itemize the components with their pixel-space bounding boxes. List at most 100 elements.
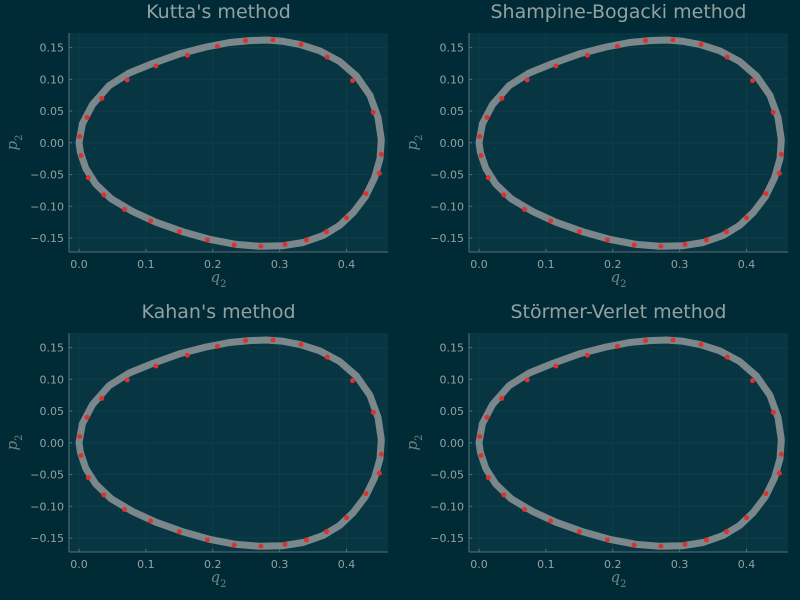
- y-tick-label: −0.10: [430, 200, 464, 213]
- orbit-marker: [378, 451, 384, 457]
- orbit-marker: [724, 354, 730, 360]
- orbit-marker: [231, 542, 237, 548]
- orbit-marker: [323, 229, 329, 235]
- orbit-marker: [184, 352, 190, 358]
- y-axis-label: p2: [3, 135, 25, 151]
- orbit-marker: [763, 491, 769, 497]
- x-axis-label-subscript: 2: [220, 279, 226, 290]
- orbit-marker: [548, 218, 554, 224]
- orbit-marker: [176, 529, 182, 535]
- y-tick-label: 0.00: [40, 137, 65, 150]
- chart-panel-1: 0.0 0.1 0.2 0.3 0.4 −0.15 −0.10 −0.05 0.00 0.05 0.…: [3, 1, 388, 290]
- orbit-marker: [643, 38, 649, 44]
- y-tick-label: 0.00: [40, 437, 65, 450]
- orbit-marker: [477, 433, 483, 439]
- orbit-marker: [670, 37, 676, 43]
- orbit-marker: [101, 192, 107, 198]
- orbit-marker: [344, 215, 350, 221]
- orbit-marker: [77, 433, 83, 439]
- orbit-marker: [350, 378, 356, 384]
- orbit-marker: [778, 451, 784, 457]
- orbit-marker: [658, 543, 664, 549]
- orbit-marker: [153, 63, 159, 69]
- orbit-marker: [584, 352, 590, 358]
- y-tick-label: 0.10: [440, 73, 465, 86]
- orbit-marker: [258, 543, 264, 549]
- orbit-marker: [85, 175, 91, 181]
- orbit-marker: [522, 506, 528, 512]
- orbit-marker: [324, 54, 330, 60]
- x-axis-label: q2: [611, 268, 627, 290]
- y-tick-label: 0.00: [440, 137, 465, 150]
- orbit-line: [475, 336, 785, 550]
- y-axis-label: p2: [3, 435, 25, 451]
- orbit-marker: [548, 518, 554, 524]
- orbit-marker: [604, 237, 610, 243]
- orbit-marker: [324, 354, 330, 360]
- orbit-marker: [85, 475, 91, 481]
- y-tick-label: 0.15: [440, 42, 465, 55]
- orbit-marker: [724, 54, 730, 60]
- y-tick-label: 0.10: [40, 73, 65, 86]
- orbit-marker: [258, 243, 264, 249]
- y-tick-label: −0.05: [430, 469, 464, 482]
- orbit-marker: [148, 218, 154, 224]
- orbit-marker: [78, 453, 84, 459]
- x-tick-label: 0.4: [338, 558, 356, 571]
- orbit-marker: [763, 191, 769, 197]
- orbit-marker: [243, 338, 249, 344]
- orbit-marker: [122, 206, 128, 212]
- orbit-marker: [485, 475, 491, 481]
- orbit-marker: [698, 341, 704, 347]
- orbit-marker: [604, 537, 610, 543]
- x-tick-label: 0.3: [271, 258, 289, 271]
- orbit-marker: [631, 242, 637, 248]
- orbit-marker: [703, 237, 709, 243]
- orbit-marker: [614, 343, 620, 349]
- orbit-marker: [698, 41, 704, 47]
- x-tick-label: 0.1: [537, 558, 555, 571]
- x-tick-label: 0.3: [671, 558, 689, 571]
- orbit-marker: [148, 518, 154, 524]
- x-tick-label: 0.1: [137, 258, 155, 271]
- y-axis-label: p2: [403, 135, 425, 151]
- orbit-marker: [350, 78, 356, 84]
- y-tick-label: 0.05: [40, 105, 65, 118]
- orbit-marker: [643, 338, 649, 344]
- orbit-marker: [214, 343, 220, 349]
- orbit-marker: [776, 470, 782, 476]
- orbit-marker: [750, 378, 756, 384]
- x-tick-label: 0.1: [137, 558, 155, 571]
- x-tick-label: 0.1: [537, 258, 555, 271]
- orbit-marker: [553, 363, 559, 369]
- y-tick-label: 0.05: [440, 105, 465, 118]
- orbit-line: [75, 336, 385, 550]
- x-axis-label: q2: [211, 268, 227, 290]
- orbit-marker: [501, 192, 507, 198]
- orbit-marker: [770, 409, 776, 415]
- y-tick-label: 0.10: [440, 373, 465, 386]
- x-axis-label-subscript: 2: [620, 579, 626, 590]
- orbit-marker: [501, 492, 507, 498]
- y-tick-label: 0.15: [440, 342, 465, 355]
- y-tick-label: 0.10: [40, 373, 65, 386]
- orbit-marker: [576, 529, 582, 535]
- orbit-marker: [122, 506, 128, 512]
- x-tick-label: 0.4: [738, 558, 756, 571]
- orbit-marker: [363, 491, 369, 497]
- orbit-marker: [485, 175, 491, 181]
- x-axis-label-subscript: 2: [620, 279, 626, 290]
- y-tick-label: 0.00: [440, 437, 465, 450]
- orbit-marker: [77, 133, 83, 139]
- chart-title: Kutta's method: [146, 1, 291, 23]
- orbit-marker: [614, 43, 620, 49]
- orbit-marker: [778, 151, 784, 157]
- orbit-marker: [484, 414, 490, 420]
- x-tick-label: 0.0: [70, 258, 88, 271]
- orbit-line: [75, 36, 385, 250]
- orbit-marker: [214, 43, 220, 49]
- orbit-marker: [370, 109, 376, 115]
- y-axis-label-subscript: 2: [414, 135, 425, 141]
- orbit-marker: [124, 77, 130, 83]
